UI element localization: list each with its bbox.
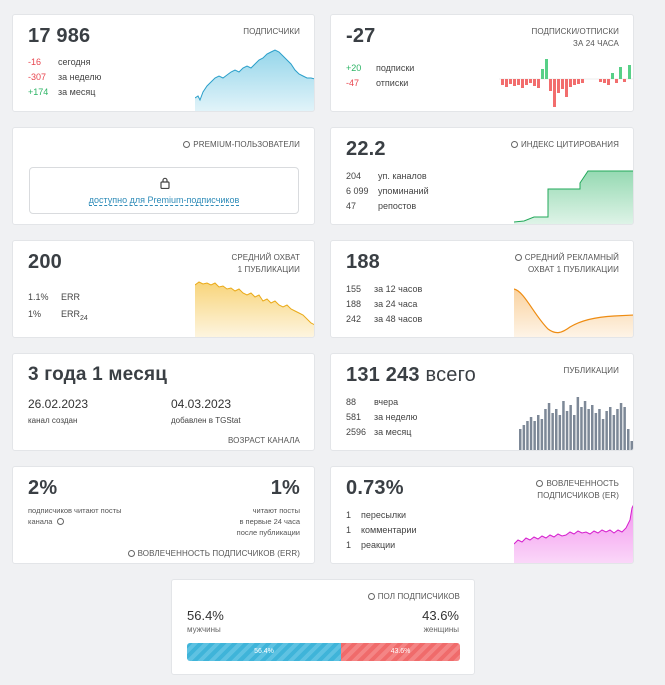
ad-reach-row-48h: 242 за 48 часов <box>346 314 423 324</box>
er-row-comments: 1 комментарии <box>346 525 417 535</box>
subs-row: +20 подписки <box>346 63 415 73</box>
publications-row-week: 581 за неделю <box>346 412 418 422</box>
publications-caption: ПУБЛИКАЦИИ <box>563 366 619 375</box>
ad-reach-row-12h: 155 за 12 часов <box>346 284 423 294</box>
female-label: женщины <box>423 625 459 634</box>
gender-caption: ПОЛ ПОДПИСЧИКОВ <box>367 591 460 603</box>
ad-reach-row-24h: 188 за 24 часа <box>346 299 418 309</box>
citation-row-mentions: 6 099 упоминаний <box>346 186 429 196</box>
male-value: 56.4% <box>187 608 224 623</box>
publications-bars <box>519 397 633 450</box>
engagement-er-card[interactable]: 0.73% ВОВЛЕЧЕННОСТЬ ПОДПИСЧИКОВ (ER) 1 пер… <box>330 466 634 564</box>
female-value: 43.6% <box>422 608 459 623</box>
premium-users-card[interactable]: PREMIUM-ПОЛЬЗОВАТЕЛИ доступно для Premiu… <box>12 127 315 225</box>
subscribers-caption: ПОДПИСЧИКИ <box>243 27 300 36</box>
avg-reach-caption: СРЕДНИЙ ОХВАТ 1 ПУБЛИКАЦИИ <box>231 253 300 274</box>
er-row-reactions: 1 реакции <box>346 540 396 550</box>
citation-value: 22.2 <box>346 138 386 160</box>
avg-reach-value: 200 <box>28 251 62 273</box>
citation-row-reposts: 47 репостов <box>346 201 417 211</box>
created-label: канал создан <box>28 416 78 425</box>
err-caption: ВОВЛЕЧЕННОСТЬ ПОДПИСЧИКОВ (ERR) <box>127 548 300 560</box>
publications-card[interactable]: 131 243 всего ПУБЛИКАЦИИ 88 вчера 581 за н… <box>330 353 634 451</box>
info-icon <box>367 593 375 600</box>
subscribers-card[interactable]: 17 986 ПОДПИСЧИКИ -16 сегодня -307 за неде… <box>12 14 315 112</box>
added-label: добавлен в TGStat <box>171 416 241 425</box>
publications-row-month: 2596 за месяц <box>346 427 412 437</box>
gender-bar: 56.4% 43.6% <box>187 643 460 661</box>
err-left-value: 2% <box>28 477 58 499</box>
er-value: 0.73% <box>346 477 404 499</box>
info-icon <box>183 141 191 148</box>
ad-reach-card[interactable]: 188 СРЕДНИЙ РЕКЛАМНЫЙ ОХВАТ 1 ПУБЛИКАЦИИ … <box>330 240 634 338</box>
publications-value: 131 243 всего <box>346 364 476 386</box>
engagement-err-card[interactable]: 2% 1% подписчиков читают посты канала чит… <box>12 466 315 564</box>
info-icon <box>514 254 522 261</box>
channel-age-value: 3 года 1 месяц <box>28 364 168 385</box>
added-date: 04.03.2023 <box>171 397 232 411</box>
subs-unsubs-card[interactable]: -27 ПОДПИСКИ/ОТПИСКИ ЗА 24 ЧАСА +20 подпис… <box>330 14 634 112</box>
citation-index-card[interactable]: 22.2 ИНДЕКС ЦИТИРОВАНИЯ 204 уп. каналов 6… <box>330 127 634 225</box>
info-icon <box>536 480 544 487</box>
male-bar-segment: 56.4% <box>187 643 341 661</box>
subscribers-value: 17 986 <box>28 25 91 47</box>
err-left-text: подписчиков читают посты канала <box>28 506 122 526</box>
premium-link[interactable]: доступно для Premium-подписчиков <box>88 195 240 206</box>
ad-reach-value: 188 <box>346 251 380 273</box>
premium-lock-box[interactable]: доступно для Premium-подписчиков <box>29 167 299 214</box>
average-reach-card[interactable]: 200 СРЕДНИЙ ОХВАТ 1 ПУБЛИКАЦИИ 1.1% ERR 1%… <box>12 240 315 338</box>
lock-icon <box>160 177 170 189</box>
err24-row: 1% ERR24 <box>28 309 88 322</box>
avg-reach-sparkline <box>195 281 314 337</box>
publications-row-yesterday: 88 вчера <box>346 397 399 407</box>
created-date: 26.02.2023 <box>28 397 89 411</box>
unsubs-row: -47 отписки <box>346 78 409 88</box>
er-caption: ВОВЛЕЧЕННОСТЬ ПОДПИСЧИКОВ (ER) <box>536 479 619 500</box>
er-row-forwards: 1 пересылки <box>346 510 407 520</box>
err-right-text: читают посты в первые 24 часа после публик… <box>236 506 300 537</box>
info-icon <box>127 550 135 557</box>
subscribers-row-today: -16 сегодня <box>28 57 91 67</box>
citation-caption: ИНДЕКС ЦИТИРОВАНИЯ <box>510 139 619 151</box>
male-label: мужчины <box>187 625 221 634</box>
err-right-value: 1% <box>270 477 300 499</box>
er-sparkline <box>514 504 633 563</box>
gender-card[interactable]: ПОЛ ПОДПИСЧИКОВ 56.4% мужчины 43.6% женщ… <box>171 579 475 675</box>
channel-age-card[interactable]: 3 года 1 месяц 26.02.2023 канал создан 0… <box>12 353 315 451</box>
err-row: 1.1% ERR <box>28 292 81 302</box>
subs-unsubs-caption: ПОДПИСКИ/ОТПИСКИ ЗА 24 ЧАСА <box>531 27 619 48</box>
subscribers-row-week: -307 за неделю <box>28 72 102 82</box>
info-icon <box>56 518 64 525</box>
subs-unsubs-value: -27 <box>346 25 376 47</box>
premium-caption: PREMIUM-ПОЛЬЗОВАТЕЛИ <box>183 139 300 151</box>
subs-unsubs-bars <box>499 59 633 107</box>
female-bar-segment: 43.6% <box>341 643 460 661</box>
citation-sparkline <box>514 170 633 224</box>
subscribers-row-month: +174 за месяц <box>28 87 96 97</box>
ad-reach-caption: СРЕДНИЙ РЕКЛАМНЫЙ ОХВАТ 1 ПУБЛИКАЦИИ <box>514 252 619 276</box>
citation-row-channels: 204 уп. каналов <box>346 171 427 181</box>
subscribers-sparkline <box>195 49 314 111</box>
ad-reach-sparkline <box>514 288 633 337</box>
channel-age-caption: ВОЗРАСТ КАНАЛА <box>228 436 300 445</box>
info-icon <box>510 141 518 148</box>
